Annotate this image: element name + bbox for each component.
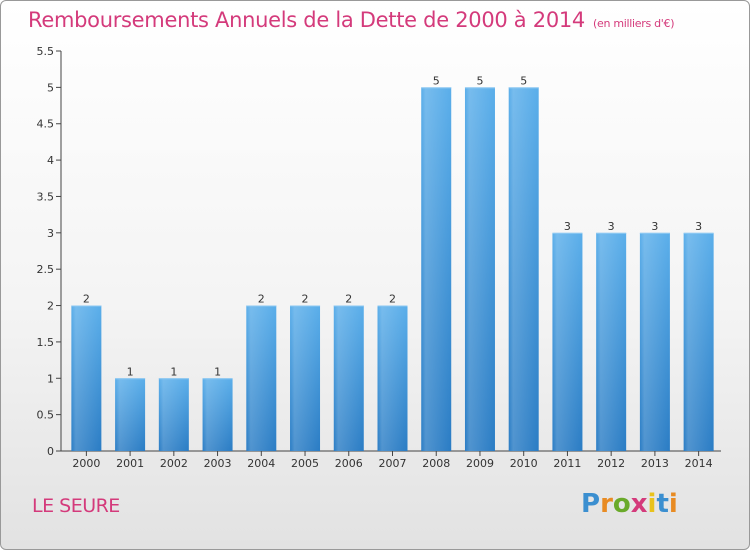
x-tick-label: 2012 [597,457,625,470]
y-ticks: 0 0.5 1 1.5 2 2.5 3 3.5 4 4.5 5 5.5 [37,45,61,458]
logo-letter: i [647,489,657,519]
x-ticks: 2000 2001 2002 2003 2004 2005 2006 2007 2008 2009… [72,451,713,470]
bar-value-label: 3 [651,220,658,233]
y-tick-label: 0 [47,445,54,458]
bar-value-label: 5 [476,74,483,87]
bar-highlight [290,305,321,451]
x-tick-label: 2003 [204,457,232,470]
bar-highlight [202,378,233,451]
x-tick-label: 2006 [335,457,363,470]
y-tick-label: 0.5 [37,409,55,422]
bar-value-label: 2 [389,293,396,306]
x-tick-label: 2014 [685,457,713,470]
x-tick-label: 2002 [160,457,188,470]
logo-letter: r [600,489,613,519]
bar-value-label: 2 [302,293,309,306]
y-tick-label: 1.5 [37,336,55,349]
bar-value-label: 5 [433,74,440,87]
x-tick-label: 2007 [379,457,407,470]
y-tick-label: 5 [47,81,54,94]
x-tick-label: 2001 [116,457,144,470]
y-tick-label: 4 [47,154,54,167]
x-tick-label: 2009 [466,457,494,470]
bar-value-label: 1 [127,365,134,378]
bar-highlight [552,232,583,451]
y-tick-label: 2 [47,300,54,313]
bar-highlight [246,305,277,451]
logo-letter: P [581,489,601,519]
y-tick-label: 4.5 [37,118,55,131]
y-tick-label: 3 [47,227,54,240]
bar-highlight [158,378,189,451]
x-tick-label: 2000 [72,457,100,470]
bar-value-label: 2 [345,293,352,306]
y-tick-label: 3.5 [37,190,55,203]
y-tick-label: 1 [47,372,54,385]
bar-highlight [683,232,714,451]
bar-value-label: 2 [258,293,265,306]
y-tick-label: 2.5 [37,263,55,276]
logo-letter: i [668,489,678,519]
proxiti-logo: Proxiti [581,489,678,519]
x-tick-label: 2011 [553,457,581,470]
logo-letter: x [630,489,648,519]
x-tick-label: 2008 [422,457,450,470]
bar-value-label: 3 [564,220,571,233]
bar-value-label: 1 [170,365,177,378]
x-tick-label: 2013 [641,457,669,470]
chart-title: Remboursements Annuels de la Dette de 20… [28,8,674,32]
bar-highlight [71,305,102,451]
x-tick-label: 2004 [247,457,275,470]
bar-highlight [333,305,364,451]
x-tick-label: 2005 [291,457,319,470]
bar-highlight [508,87,539,451]
y-tick-label: 5.5 [37,45,55,58]
bars: 2 1 1 1 2 2 2 2 5 5 5 3 3 3 3 [71,74,714,451]
logo-letter: o [612,489,631,519]
bar-highlight [377,305,408,451]
logo-letter: t [656,489,669,519]
commune-name: LE SEURE [32,495,120,517]
bar-highlight [421,87,452,451]
bar-highlight [639,232,670,451]
bar-value-label: 3 [608,220,615,233]
bar-value-label: 1 [214,365,221,378]
bar-value-label: 2 [83,293,90,306]
bar-highlight [464,87,495,451]
x-tick-label: 2010 [510,457,538,470]
chart-unit: (en milliers d'€) [593,17,675,30]
bar-highlight [115,378,146,451]
bar-value-label: 3 [695,220,702,233]
bar-highlight [596,232,627,451]
chart-title-text: Remboursements Annuels de la Dette de 20… [28,8,585,32]
bar-value-label: 5 [520,74,527,87]
